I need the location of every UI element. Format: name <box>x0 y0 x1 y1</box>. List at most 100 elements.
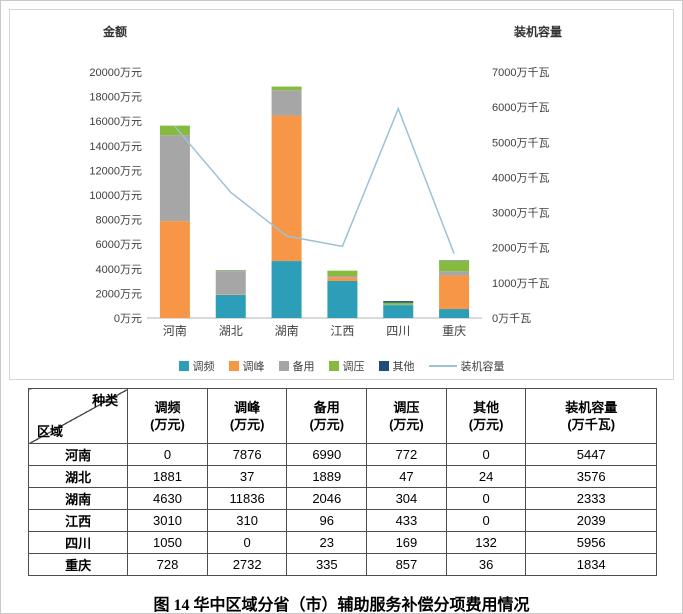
table-header-row: 种类 区域 调频 (万元) 调峰 (万元) 备用 (万元) 调压 (万元) 其他 (万元) 装机容量… <box>27 388 657 444</box>
value-cell: 2046 <box>286 487 368 510</box>
bar-segment <box>327 280 358 318</box>
legend-item: 其他 <box>378 358 415 374</box>
value-cell: 6990 <box>286 443 368 466</box>
bar-segment <box>383 302 414 305</box>
bar-segment <box>159 125 190 136</box>
legend-swatch <box>278 361 289 371</box>
legend-label: 调频 <box>192 361 215 373</box>
table-row: 重庆 728 2732 335 857 36 1834 <box>27 553 657 576</box>
value-cell: 5447 <box>525 443 657 466</box>
value-cell: 772 <box>366 443 447 466</box>
legend-item: 调峰 <box>228 358 265 374</box>
legend-label: 装机容量 <box>460 361 505 373</box>
left-axis-tick-label: 20000万元 <box>89 67 142 79</box>
capacity-line <box>174 106 455 254</box>
category-label: 四川 <box>386 324 410 338</box>
region-cell: 湖北 <box>27 465 129 488</box>
legend-item: 备用 <box>278 358 315 374</box>
table-row: 四川 1050 0 23 169 132 5956 <box>27 531 657 554</box>
value-cell: 433 <box>366 509 447 532</box>
value-cell: 47 <box>366 465 447 488</box>
bar-segment <box>439 309 470 318</box>
right-axis-title: 装机容量 <box>513 24 562 39</box>
bar-segment <box>383 305 414 318</box>
left-axis-tick-label: 2000万元 <box>96 288 142 300</box>
region-cell: 江西 <box>27 509 129 532</box>
region-cell: 重庆 <box>27 553 129 576</box>
value-cell: 23 <box>286 531 368 554</box>
region-cell: 湖南 <box>27 487 129 510</box>
bar-segment <box>327 270 358 276</box>
value-cell: 4630 <box>127 487 208 510</box>
legend-label: 其他 <box>392 361 415 373</box>
left-axis-title: 金额 <box>102 24 127 39</box>
value-cell: 132 <box>445 531 527 554</box>
right-axis-tick-label: 5000万千瓦 <box>492 136 549 149</box>
column-header-name: 装机容量 <box>565 400 618 415</box>
value-cell: 0 <box>127 443 208 466</box>
value-cell: 2039 <box>525 509 657 532</box>
legend-label: 调峰 <box>242 361 265 373</box>
left-axis-tick-label: 14000万元 <box>89 141 142 153</box>
bar-segment <box>383 301 414 303</box>
region-cell: 河南 <box>27 443 129 466</box>
bar-segment <box>439 275 470 310</box>
bar-segment <box>271 261 302 318</box>
column-header: 备用 (万元) <box>286 388 368 444</box>
legend-label: 调压 <box>342 361 365 373</box>
value-cell: 1881 <box>127 465 208 488</box>
bar-segment <box>215 270 246 272</box>
column-header: 装机容量 (万千瓦) <box>525 388 657 444</box>
table-corner-cell: 种类 区域 <box>27 388 129 444</box>
right-axis-tick-label: 7000万千瓦 <box>492 66 549 79</box>
right-axis-tick-label: 2000万千瓦 <box>492 242 549 255</box>
legend-swatch <box>328 361 339 371</box>
value-cell: 0 <box>206 531 288 554</box>
value-cell: 0 <box>445 509 527 532</box>
category-label: 湖北 <box>219 323 243 338</box>
chart-legend: 调频 调峰 备用 调压 其他 装机容量 <box>10 358 673 374</box>
value-cell: 335 <box>286 553 368 576</box>
column-header: 调峰 (万元) <box>206 388 288 444</box>
bar-segment <box>327 275 358 278</box>
value-cell: 1834 <box>525 553 657 576</box>
bar-segment <box>215 271 246 295</box>
column-header-name: 其他 <box>473 400 500 415</box>
bar-segment <box>327 277 358 281</box>
value-cell: 310 <box>206 509 288 532</box>
table-row: 湖南 4630 11836 2046 304 0 2333 <box>27 487 657 510</box>
right-axis-tick-label: 6000万千瓦 <box>492 101 549 114</box>
bar-segment <box>159 135 190 222</box>
value-cell: 7876 <box>206 443 288 466</box>
column-header-name: 调频 <box>154 400 181 415</box>
value-cell: 37 <box>206 465 288 488</box>
column-header-unit: (万元) <box>229 417 265 432</box>
table-row: 江西 3010 310 96 433 0 2039 <box>27 509 657 532</box>
column-header-unit: (万千瓦) <box>567 417 616 432</box>
legend-line-swatch <box>428 365 457 367</box>
legend-swatch <box>378 361 389 371</box>
value-cell: 36 <box>445 553 527 576</box>
column-header-unit: (万元) <box>150 417 185 432</box>
right-axis-tick-label: 0万千瓦 <box>492 312 531 325</box>
category-label: 湖南 <box>275 323 299 338</box>
value-cell: 3010 <box>127 509 208 532</box>
category-label: 重庆 <box>442 324 466 338</box>
corner-label-region: 区域 <box>37 424 64 439</box>
bar-segment <box>271 115 302 262</box>
column-header: 调频 (万元) <box>127 388 208 444</box>
value-cell: 5956 <box>525 531 657 554</box>
data-table: 种类 区域 调频 (万元) 调峰 (万元) 备用 (万元) 调压 (万元) 其他 (万元) 装机容量… <box>27 388 657 576</box>
right-axis-tick-label: 3000万千瓦 <box>492 207 549 220</box>
value-cell: 11836 <box>206 487 288 510</box>
bar-segment <box>215 294 246 318</box>
table-row: 湖北 1881 37 1889 47 24 3576 <box>27 465 657 488</box>
left-axis-tick-label: 0万元 <box>114 313 142 325</box>
legend-swatch <box>228 361 239 371</box>
value-cell: 24 <box>445 465 527 488</box>
legend-swatch <box>178 361 189 371</box>
corner-label-category: 种类 <box>92 393 119 408</box>
value-cell: 857 <box>366 553 447 576</box>
right-axis-tick-label: 1000万千瓦 <box>492 277 549 290</box>
